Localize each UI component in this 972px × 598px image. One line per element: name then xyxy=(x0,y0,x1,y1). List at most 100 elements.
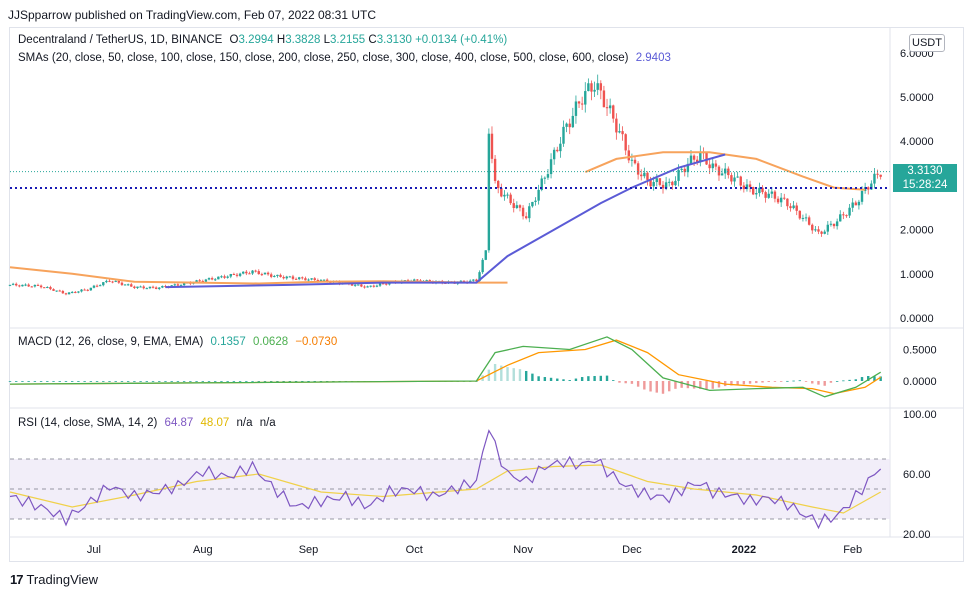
macd-histogram-bar xyxy=(288,381,292,382)
bar-countdown: 15:28:24 xyxy=(902,179,948,191)
sma-label[interactable]: SMAs (20, close, 50, close, 100, close, … xyxy=(18,52,629,64)
candle xyxy=(102,282,105,286)
candle xyxy=(487,133,491,251)
macd-histogram-bar xyxy=(860,377,864,381)
candle xyxy=(873,173,876,184)
macd-histogram-bar xyxy=(655,381,658,393)
candle xyxy=(204,279,208,282)
candle xyxy=(705,152,708,165)
candle xyxy=(792,205,795,209)
price-tick-label: 4.0000 xyxy=(900,136,934,148)
macd-histogram-bar xyxy=(524,370,528,381)
candle xyxy=(307,279,310,281)
candle xyxy=(745,184,749,190)
macd-histogram-bar xyxy=(282,381,285,382)
macd-histogram-bar xyxy=(587,376,590,381)
currency-button[interactable]: USDT xyxy=(909,34,945,52)
macd-histogram-bar xyxy=(798,380,802,382)
candle xyxy=(145,288,149,290)
macd-histogram-bar xyxy=(207,381,211,382)
candle xyxy=(120,282,124,285)
candle xyxy=(462,280,466,282)
rsi-legend: RSI (14, close, SMA, 14, 2) 64.87 48.07 … xyxy=(18,417,280,429)
candle xyxy=(506,194,509,196)
macd-histogram-bar xyxy=(307,381,310,382)
candle xyxy=(696,159,699,163)
macd-histogram-bar xyxy=(761,381,764,383)
sma-orange-line xyxy=(584,151,866,191)
candle xyxy=(428,280,431,282)
candle xyxy=(661,184,665,189)
macd-histogram-bar xyxy=(835,381,839,382)
candle xyxy=(207,278,211,280)
candle xyxy=(839,214,842,222)
candle xyxy=(748,184,752,188)
tradingview-logo-icon: 17 xyxy=(10,572,24,587)
candle xyxy=(786,198,789,207)
candle xyxy=(313,278,316,281)
candle xyxy=(285,276,288,279)
macd-histogram-bar xyxy=(512,368,515,381)
tradingview-brand: TradingView xyxy=(26,572,99,587)
candle xyxy=(55,290,58,292)
macd-histogram-bar xyxy=(201,381,204,382)
candle xyxy=(835,221,839,227)
candle xyxy=(381,283,385,285)
candle xyxy=(565,123,568,127)
candle xyxy=(708,164,711,169)
macd-histogram-bar xyxy=(612,380,615,381)
candle xyxy=(537,189,540,201)
candle xyxy=(266,272,270,275)
macd-histogram-bar xyxy=(605,375,609,381)
macd-histogram-bar xyxy=(823,381,826,386)
candle xyxy=(413,279,416,282)
rsi-label[interactable]: RSI (14, close, SMA, 14, 2) xyxy=(18,417,158,429)
macd-histogram-bar xyxy=(226,381,229,382)
tradingview-logo[interactable]: 17 TradingView xyxy=(10,572,98,587)
macd-histogram-bar xyxy=(854,379,857,381)
time-tick-label: Sep xyxy=(299,544,319,556)
close-value: 3.3130 xyxy=(376,34,412,46)
macd-histogram-bar xyxy=(668,381,671,392)
macd-histogram-bar xyxy=(33,381,37,382)
candle xyxy=(842,214,845,216)
macd-histogram-bar xyxy=(630,381,634,384)
candle xyxy=(176,284,180,286)
candle xyxy=(736,176,739,178)
candle xyxy=(136,286,139,289)
symbol-label[interactable]: Decentraland / TetherUS, 1D, BINANCE xyxy=(18,34,223,46)
candle xyxy=(764,192,767,198)
macd-histogram-bar xyxy=(674,381,677,389)
macd-histogram-bar xyxy=(102,381,105,382)
candle xyxy=(61,291,65,294)
macd-label[interactable]: MACD (12, 26, close, 9, EMA, EMA) xyxy=(18,336,204,348)
candle xyxy=(8,284,12,286)
candle xyxy=(674,180,677,186)
candle xyxy=(580,103,584,105)
rsi-sma-value: 48.07 xyxy=(200,417,230,429)
candle xyxy=(671,181,674,186)
candle xyxy=(385,283,388,285)
candle xyxy=(49,287,52,290)
chart-frame[interactable] xyxy=(9,27,964,562)
candle xyxy=(723,168,727,174)
candle xyxy=(353,284,357,286)
candle xyxy=(624,134,627,151)
candle xyxy=(493,158,497,181)
macd-histogram-bar xyxy=(549,377,553,381)
macd-histogram-bar xyxy=(792,380,795,382)
macd-histogram-bar xyxy=(182,381,186,382)
candle xyxy=(515,205,519,209)
candle xyxy=(198,280,201,282)
candle xyxy=(248,273,251,275)
macd-histogram-bar xyxy=(139,381,142,382)
candle xyxy=(643,172,646,177)
candle xyxy=(761,187,764,193)
candle xyxy=(814,229,817,231)
macd-histogram-bar xyxy=(238,381,242,382)
high-value: 3.3828 xyxy=(285,34,321,46)
candle xyxy=(807,217,811,225)
candle xyxy=(680,168,683,170)
candle xyxy=(30,286,33,288)
